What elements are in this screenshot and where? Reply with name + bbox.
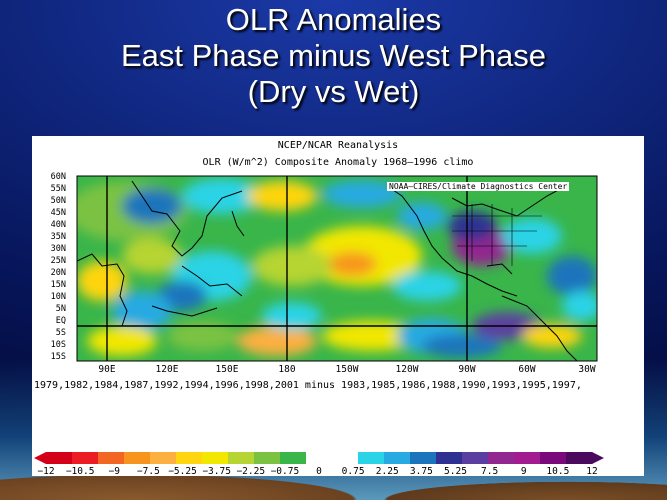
colorbar-tick: −0.75 — [270, 466, 300, 477]
colorbar-tick: 10.5 — [546, 466, 570, 477]
colorbar-tick: 0.75 — [341, 466, 365, 477]
colorbar-cell — [280, 452, 307, 464]
colorbar-tick: 3.75 — [409, 466, 433, 477]
lat-label: 10S — [50, 340, 66, 350]
colorbar-tick: −9 — [108, 466, 120, 477]
figure-panel: NCEP/NCAR Reanalysis OLR (W/m^2) Composi… — [32, 136, 644, 477]
colorbar-cell — [124, 452, 151, 464]
colorbar-tick: −3.75 — [202, 466, 231, 477]
colorbar-cell — [488, 452, 515, 464]
lat-label: 45N — [50, 208, 66, 218]
lat-label: 40N — [50, 220, 66, 230]
colorbar-cells — [46, 452, 593, 464]
colorbar-tick: −7.5 — [136, 466, 160, 477]
colorbar-cell — [176, 452, 203, 464]
colorbar-cell — [436, 452, 463, 464]
lon-label: 60W — [518, 364, 536, 375]
lat-label: 55N — [50, 184, 66, 194]
lat-label: 35N — [50, 232, 66, 242]
colorbar-cell — [358, 452, 385, 464]
colorbar-cell — [332, 452, 359, 464]
lat-label: 20N — [50, 268, 66, 278]
lat-label: EQ — [55, 316, 66, 326]
title-line-1: OLR Anomalies — [225, 2, 442, 37]
colorbar-cell — [202, 452, 229, 464]
years-caption: 1979,1982,1984,1987,1992,1994,1996,1998,… — [34, 380, 582, 391]
colorbar — [34, 452, 604, 464]
lat-label: 15S — [50, 352, 66, 362]
colorbar-tick: 5.25 — [444, 466, 467, 477]
lon-label: 150E — [215, 364, 239, 375]
colorbar-cell — [306, 452, 333, 464]
colorbar-cell — [98, 452, 125, 464]
colorbar-cell — [462, 452, 489, 464]
lon-label: 120E — [155, 364, 179, 375]
lon-label: 90E — [98, 364, 116, 375]
colorbar-cell — [540, 452, 567, 464]
map-frame — [76, 175, 598, 362]
colorbar-cell — [384, 452, 411, 464]
colorbar-cell — [514, 452, 541, 464]
colorbar-tick: −5.25 — [168, 466, 197, 477]
coastlines — [77, 180, 578, 361]
colorbar-high-arrow — [592, 452, 604, 464]
lat-label: 10N — [50, 292, 66, 302]
lat-label: 60N — [50, 172, 66, 182]
lon-label: 120W — [395, 364, 419, 375]
lon-label: 150W — [335, 364, 359, 375]
colorbar-cell — [46, 452, 73, 464]
lon-label: 30W — [578, 364, 596, 375]
lat-label: 50N — [50, 196, 66, 206]
colorbar-tick: 9 — [520, 466, 527, 477]
colorbar-tick: −12 — [37, 466, 55, 477]
figure-header-source: NCEP/NCAR Reanalysis — [277, 140, 399, 151]
credit-label: NOAA–CIRES/Climate Diagnostics Center — [387, 182, 570, 191]
title-line-3: (Dry vs Wet) — [247, 74, 420, 109]
lon-label: 180 — [278, 364, 296, 375]
colorbar-tick: 2.25 — [375, 466, 399, 477]
olr-anomaly-map — [34, 175, 604, 464]
colorbar-tick: 7.5 — [481, 466, 499, 477]
colorbar-tick: 0 — [316, 466, 322, 477]
lat-label: 25N — [50, 256, 66, 266]
colorbar-cell — [228, 452, 255, 464]
us-state-borders — [452, 204, 542, 266]
colorbar-tick: −10.5 — [65, 466, 95, 477]
colorbar-cell — [72, 452, 99, 464]
lat-label: 5S — [55, 328, 66, 338]
colorbar-tick: 12 — [586, 466, 598, 477]
colorbar-tick: −2.25 — [236, 466, 266, 477]
lat-label: 15N — [50, 280, 66, 290]
figure-header-variable: OLR (W/m^2) Composite Anomaly 1968–1996 … — [202, 157, 474, 168]
lat-label: 5N — [55, 304, 66, 314]
anomaly-field — [77, 176, 597, 361]
colorbar-low-arrow — [34, 452, 46, 464]
colorbar-cell — [566, 452, 593, 464]
lon-label: 90W — [458, 364, 476, 375]
lat-label: 30N — [50, 244, 66, 254]
colorbar-labels: −12 −10.5 −9 −7.5 −5.25 −3.75 −2.25 −0.7… — [32, 452, 644, 477]
colorbar-cell — [150, 452, 177, 464]
slide-title: OLR Anomalies East Phase minus West Phas… — [0, 2, 667, 110]
colorbar-cell — [254, 452, 281, 464]
colorbar-cell — [410, 452, 437, 464]
title-line-2: East Phase minus West Phase — [120, 38, 547, 73]
